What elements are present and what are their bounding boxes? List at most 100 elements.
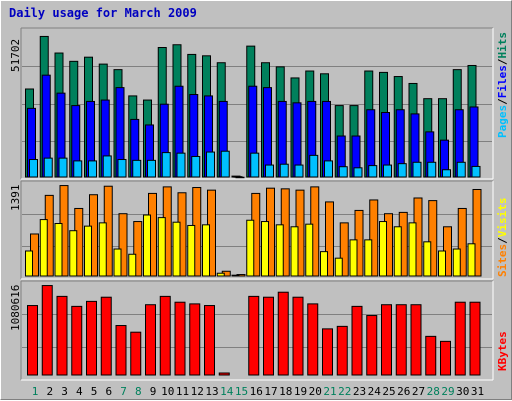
legend-files: Files	[496, 65, 509, 98]
day-tick-label: 2	[46, 385, 53, 398]
kbytes-bar	[322, 328, 333, 376]
pages-bar	[324, 160, 333, 178]
pages-bar	[58, 157, 68, 178]
sites-bar	[369, 199, 379, 277]
pages-bar	[279, 163, 289, 178]
legend-visits: Visits	[496, 198, 509, 238]
sites-bar	[428, 200, 438, 277]
visits-bar	[187, 224, 196, 277]
kbytes-bar	[86, 300, 97, 376]
day-tick-label: 20	[309, 385, 322, 398]
day-tick-label: 7	[120, 385, 127, 398]
day-tick-label: 9	[150, 385, 157, 398]
visits-bar	[423, 241, 432, 277]
pages-bar	[427, 161, 437, 178]
legend-pages-files-hits: Pages/Files/Hits	[496, 32, 509, 138]
day-tick-label: 16	[250, 385, 263, 398]
kbytes-bar	[469, 301, 481, 376]
day-tick-label: 29	[441, 385, 454, 398]
sites-bar	[339, 222, 349, 277]
visits-bar	[25, 250, 33, 277]
visits-bar	[143, 214, 151, 277]
kbytes-bar	[159, 295, 171, 376]
kbytes-bar	[366, 315, 378, 376]
kbytes-bar	[145, 304, 156, 376]
kbytes-bar	[307, 303, 319, 376]
day-tick-label: 4	[76, 385, 83, 398]
kbytes-bar	[204, 305, 215, 376]
kbytes-bar	[189, 303, 201, 376]
kbytes-scale-label: 1080616	[9, 285, 22, 331]
kbytes-bar	[381, 304, 392, 376]
legend-kbytes: KBytes	[496, 331, 509, 371]
sites-bar	[118, 213, 128, 277]
visits-bar	[408, 222, 417, 277]
pages-bar	[265, 164, 274, 178]
visits-bar	[275, 224, 284, 277]
day-tick-label: 19	[294, 385, 307, 398]
visits-bar	[113, 248, 122, 277]
day-tick-label: 10	[161, 385, 174, 398]
visits-bar	[202, 224, 210, 277]
pages-bar	[117, 159, 127, 178]
pages-bar	[132, 159, 142, 178]
legend-sites-visits: Sites/Visits	[496, 198, 509, 278]
pages-bar	[442, 169, 451, 178]
pages-bar	[471, 165, 481, 178]
visits-bar	[305, 223, 314, 277]
legend-hits: Hits	[496, 32, 509, 59]
visits-bar	[157, 217, 166, 277]
legend-sites: Sites	[496, 244, 509, 277]
day-tick-label: 28	[427, 385, 440, 398]
visits-bar	[349, 239, 358, 277]
visits-bar	[216, 272, 225, 277]
visits-bar	[452, 248, 461, 277]
day-tick-label: 6	[105, 385, 112, 398]
pages-bar	[309, 154, 319, 178]
pages-bar	[456, 161, 466, 178]
pages-bar	[353, 167, 363, 178]
kbytes-bar	[263, 296, 274, 376]
pages-bar	[176, 152, 186, 178]
visits-bar	[69, 230, 78, 277]
kbytes-bar	[27, 305, 38, 376]
kbytes-bar	[336, 325, 348, 376]
legend-separator: /	[496, 237, 509, 244]
visits-bar	[231, 274, 240, 277]
kbytes-bar	[56, 295, 68, 376]
kbytes-bar	[130, 331, 142, 376]
kbytes-bar	[454, 301, 466, 376]
visits-bar	[379, 221, 387, 277]
kbytes-bar	[440, 340, 451, 376]
visits-bar	[128, 253, 137, 277]
sites-bar	[133, 221, 143, 277]
kbytes-bar	[351, 305, 363, 376]
day-tick-label: 8	[135, 385, 142, 398]
day-tick-label: 14	[220, 385, 234, 398]
visits-bar	[290, 226, 299, 277]
day-tick-label: 3	[61, 385, 68, 398]
pages-bar	[250, 152, 260, 178]
pages-bar	[191, 155, 201, 178]
visits-bar	[246, 219, 255, 277]
files-bar	[263, 87, 272, 178]
visits-bar	[320, 251, 328, 277]
pages-bar	[29, 159, 38, 178]
sites-bar	[472, 188, 482, 277]
legend-separator: /	[496, 98, 509, 105]
pages-bar	[206, 151, 215, 178]
day-tick-label: 24	[368, 385, 382, 398]
day-tick-label: 1	[32, 385, 39, 398]
visits-bar	[467, 243, 476, 277]
pages-bar	[368, 165, 378, 178]
visits-bar	[438, 250, 446, 277]
pages-bar	[338, 166, 348, 178]
sites-scale-label: 1391	[9, 185, 22, 212]
day-tick-label: 31	[471, 385, 484, 398]
day-tick-label: 23	[353, 385, 366, 398]
pages-bar	[397, 163, 407, 178]
sites-bar	[325, 201, 334, 277]
kbytes-bar	[395, 304, 407, 376]
kbytes-bar	[277, 291, 289, 376]
